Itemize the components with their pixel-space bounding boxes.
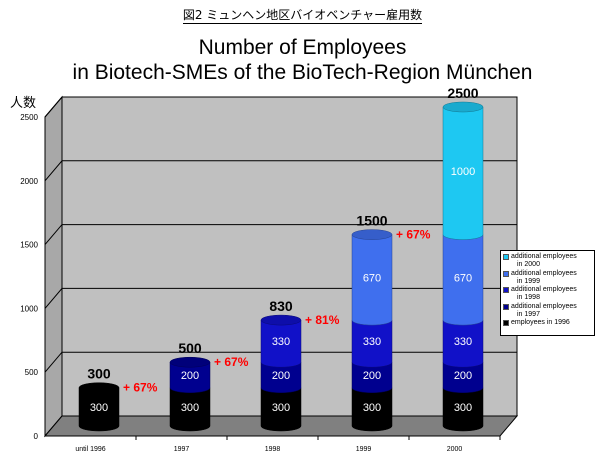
gridline (44, 96, 517, 118)
bar-segment (260, 319, 302, 368)
bar-segment (351, 234, 393, 326)
segment-value-label: 200 (181, 370, 199, 382)
y-tick-label: 1000 (20, 304, 38, 313)
total-value-label: 830 (269, 298, 293, 314)
bar-segment (351, 361, 393, 393)
segment-value-label: 300 (90, 402, 108, 414)
page-title-text: 図2 ミュンヘン地区バイオベンチャー雇用数 (182, 8, 423, 24)
x-tick-label: 1997 (174, 446, 190, 453)
bar-segment (260, 387, 302, 432)
bar-top-cap (78, 382, 120, 393)
legend-label-line2: in 1999 (517, 277, 540, 285)
bar-segment (442, 234, 484, 326)
gridline (44, 224, 517, 245)
growth-annotation: + 81% (305, 313, 340, 327)
legend-label: employees in 1996 (511, 319, 570, 326)
legend-swatch (503, 320, 509, 326)
segment-value-label: 330 (454, 336, 472, 348)
legend-label-line2: in 1997 (517, 310, 540, 318)
bar-segment (351, 319, 393, 368)
bar-segment (169, 361, 211, 393)
y-tick-label: 1500 (20, 241, 38, 250)
side-wall (44, 95, 63, 438)
segment-value-label: 300 (454, 402, 472, 414)
legend-label-line2: in 2000 (517, 261, 540, 268)
segment-value-label: 330 (272, 336, 290, 348)
x-tick-label: 1998 (265, 446, 281, 453)
bar-segment (260, 361, 302, 393)
y-tick-label: 2000 (20, 177, 38, 186)
x-tick-label: 2000 (447, 446, 463, 453)
segment-value-label: 330 (363, 336, 381, 348)
legend-swatch (503, 287, 509, 293)
legend-label: additional employees in 2000 (511, 253, 577, 268)
page-title: 図2 ミュンヘン地区バイオベンチャー雇用数 (0, 6, 605, 24)
chart-title-line-1: Number of Employees (198, 36, 407, 59)
legend-label: additional employees in 1999 (511, 269, 577, 285)
growth-annotation: + 67% (396, 228, 431, 242)
y-tick-label: 2500 (20, 113, 38, 122)
legend-swatch (503, 270, 509, 277)
y-tick-label: 500 (25, 368, 39, 377)
segment-value-label: 200 (272, 370, 290, 382)
y-tick-label: 0 (34, 432, 39, 441)
gridline (44, 160, 517, 182)
bar-segment (442, 106, 484, 240)
segment-value-label: 300 (272, 402, 290, 414)
legend-label: additional employees in 1997 (511, 302, 577, 318)
legend-swatch (503, 254, 509, 260)
bar-segment (351, 387, 393, 432)
total-value-label: 300 (87, 366, 111, 382)
growth-annotation: + 67% (123, 381, 158, 395)
segment-value-label: 300 (363, 402, 381, 414)
segment-value-label: 300 (181, 402, 199, 414)
bar-segment (169, 387, 211, 432)
bar-top-cap (351, 229, 393, 240)
total-value-label: 500 (178, 340, 202, 356)
segment-value-label: 670 (363, 272, 381, 284)
x-tick-label: until 1996 (75, 446, 105, 453)
legend-label-line2: in 1998 (517, 294, 540, 301)
bar-top-cap (169, 356, 211, 368)
bar-segment (442, 361, 484, 393)
total-value-label: 1500 (356, 213, 387, 229)
total-value-label: 2500 (447, 85, 478, 101)
bar-segment (78, 387, 120, 432)
segment-value-label: 670 (454, 272, 472, 284)
x-tick-label: 1999 (356, 446, 372, 453)
bar-segment (442, 319, 484, 368)
y-axis-label: 人数 (10, 96, 37, 111)
chart-title-line-2: in Biotech-SMEs of the BioTech-Region Mü… (72, 61, 533, 84)
bar-top-cap (260, 314, 302, 326)
bar-top-cap (442, 101, 484, 113)
legend-label: additional employees in 1998 (511, 286, 577, 301)
legend-swatch (503, 303, 509, 310)
segment-value-label: 200 (454, 370, 472, 382)
bar-segment (442, 387, 484, 432)
segment-value-label: 1000 (451, 166, 475, 178)
segment-value-label: 200 (363, 370, 381, 382)
legend: additional employees in 2000 additional em… (500, 250, 595, 336)
growth-annotation: + 67% (214, 355, 249, 369)
